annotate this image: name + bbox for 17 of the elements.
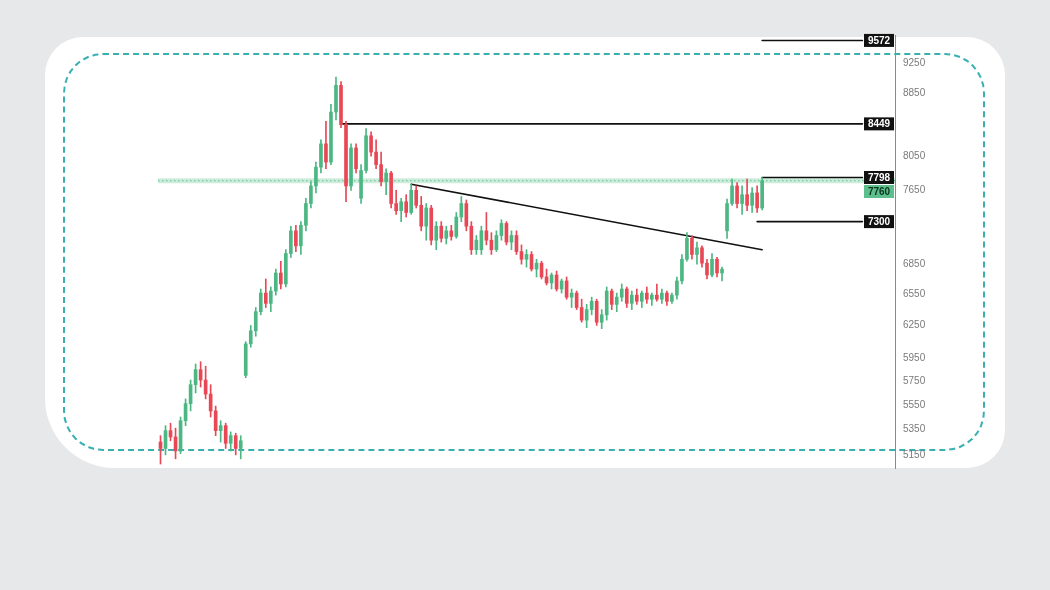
y-tick-label: 9250 — [903, 57, 926, 69]
y-tick-label: 6850 — [903, 257, 926, 269]
y-tick-label: 8850 — [903, 86, 926, 98]
y-tick-label: 5150 — [903, 448, 926, 460]
y-tick-label: 5350 — [903, 423, 926, 435]
y-tick-label: 6250 — [903, 319, 926, 331]
y-tick-label: 6550 — [903, 287, 926, 299]
y-tick-label: 5550 — [903, 398, 926, 410]
data-label: 9572 — [867, 34, 891, 46]
y-tick-label: 5950 — [903, 352, 926, 364]
data-label: 8449 — [867, 118, 891, 130]
ref-line-label: 7760 — [867, 185, 891, 197]
data-label: 7300 — [867, 215, 891, 227]
y-tick-label: 5750 — [903, 374, 926, 386]
data-label: 7798 — [867, 171, 891, 183]
y-tick-label: 8050 — [903, 149, 926, 161]
y-tick-label: 7650 — [903, 184, 926, 196]
